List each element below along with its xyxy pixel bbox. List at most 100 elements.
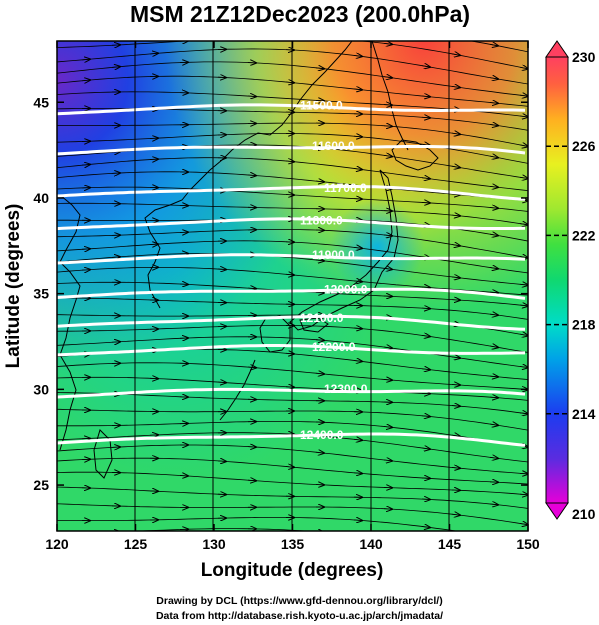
wind-arrow <box>315 260 324 261</box>
wind-arrow <box>315 452 324 453</box>
x-tick-label: 145 <box>438 536 462 552</box>
wind-arrow <box>383 268 392 269</box>
wind-arrow <box>490 566 498 567</box>
wind-arrow <box>451 406 460 407</box>
wind-arrow <box>519 523 528 524</box>
wind-arrow <box>451 244 460 245</box>
colorbar-max-triangle <box>545 40 569 58</box>
wind-arrow <box>489 124 498 125</box>
wind-arrow <box>285 353 294 354</box>
x-axis: 120 125 130 135 140 145 150 <box>45 41 540 552</box>
height-contour-label: 11600.0 <box>312 139 355 153</box>
wind-arrow <box>383 43 392 44</box>
wind-arrow <box>353 473 362 474</box>
colorbar-min-triangle <box>545 502 569 520</box>
wind-arrow <box>489 314 498 315</box>
coastline-korea <box>144 189 191 309</box>
coastline-kyushu <box>259 315 291 353</box>
wind-arrow <box>421 478 430 479</box>
y-axis: 25 30 35 40 45 <box>33 94 528 493</box>
wind-arrow <box>422 560 430 561</box>
y-tick-label: 35 <box>33 286 49 302</box>
coastline-sakhalin <box>371 41 409 151</box>
wind-arrow <box>489 346 498 347</box>
wind-arrow <box>384 539 392 540</box>
wind-arrow <box>179 475 188 476</box>
wind-arrow <box>354 552 362 553</box>
wind-arrow <box>451 86 460 87</box>
wind-arrow <box>519 305 528 306</box>
wind-arrow <box>489 103 498 104</box>
wind-arrow <box>353 439 362 440</box>
colorbar-scale <box>545 56 569 504</box>
wind-arrow <box>315 100 324 101</box>
wind-arrow <box>81 59 90 60</box>
wind-arrow <box>353 247 362 248</box>
wind-arrow <box>490 536 498 537</box>
wind-arrow <box>285 195 294 196</box>
y-tick-label: 30 <box>33 381 49 397</box>
wind-arrow <box>451 54 460 55</box>
wind-arrow <box>519 284 528 285</box>
wind-arrow <box>519 95 528 96</box>
wind-arrow <box>353 360 362 361</box>
wind-arrow <box>451 435 460 436</box>
wind-arrow <box>217 382 226 383</box>
wind-arrow <box>149 244 158 245</box>
wind-arrow <box>315 340 324 341</box>
x-axis-label: Longitude (degrees) <box>201 560 384 581</box>
y-tick-label: 45 <box>33 94 49 110</box>
wind-arrow <box>421 335 430 336</box>
colorbar-tick-label: 226 <box>572 138 596 154</box>
wind-arrow <box>353 89 362 90</box>
x-tick-label: 140 <box>359 536 383 552</box>
wind-arrow <box>383 427 392 428</box>
wind-arrow <box>519 67 528 69</box>
wind-arrow <box>489 376 498 377</box>
wind-arrow <box>421 369 430 370</box>
x-tick-label: 130 <box>202 536 226 552</box>
wind-arrow <box>315 68 324 69</box>
colorbar-tick-label: 210 <box>572 506 596 522</box>
wind-arrow <box>489 156 498 158</box>
wind-arrow <box>247 288 256 289</box>
wind-arrow <box>383 460 392 461</box>
coastline-hokkaido <box>391 139 439 171</box>
wind-arrow <box>451 467 460 468</box>
wind-arrow <box>353 281 362 282</box>
wind-arrow <box>422 34 430 35</box>
wind-arrow <box>421 526 430 527</box>
wind-arrow <box>519 413 528 414</box>
wind-arrow <box>421 416 430 417</box>
wind-arrow <box>247 480 256 481</box>
wind-arrow <box>315 181 324 182</box>
height-contour-label: 12300.0 <box>324 382 368 396</box>
wind-arrow <box>519 145 528 147</box>
wind-arrow <box>489 292 498 293</box>
colorbar-tick-label: 222 <box>572 227 596 243</box>
wind-arrow <box>451 514 460 515</box>
colorbar-tick-label: 230 <box>572 49 596 65</box>
wind-arrow <box>519 473 528 474</box>
height-contour-label: 12100.0 <box>300 311 344 325</box>
wind-arrow <box>519 177 528 178</box>
wind-arrow <box>217 461 226 462</box>
wind-arrow <box>81 249 90 250</box>
wind-arrow <box>384 571 392 572</box>
wind-arrow <box>451 385 460 386</box>
wind-arrow <box>353 328 362 329</box>
height-contour-label: 11500.0 <box>300 99 343 113</box>
wind-arrow <box>316 532 324 533</box>
wind-arrow <box>519 256 528 257</box>
wind-arrow <box>383 126 392 127</box>
chart-title: MSM 21Z12Dec2023 (200.0hPa) <box>130 1 470 27</box>
wind-arrow <box>285 82 294 83</box>
y-axis-label: Latitude (degrees) <box>3 204 24 369</box>
wind-arrow <box>489 457 498 458</box>
wind-arrow <box>353 136 362 137</box>
colorbar-tick-label: 214 <box>572 406 596 422</box>
height-contour-label: 11900.0 <box>312 248 355 262</box>
x-tick-label: 120 <box>45 536 69 552</box>
wind-arrow <box>451 133 460 134</box>
wind-arrow <box>383 77 392 78</box>
